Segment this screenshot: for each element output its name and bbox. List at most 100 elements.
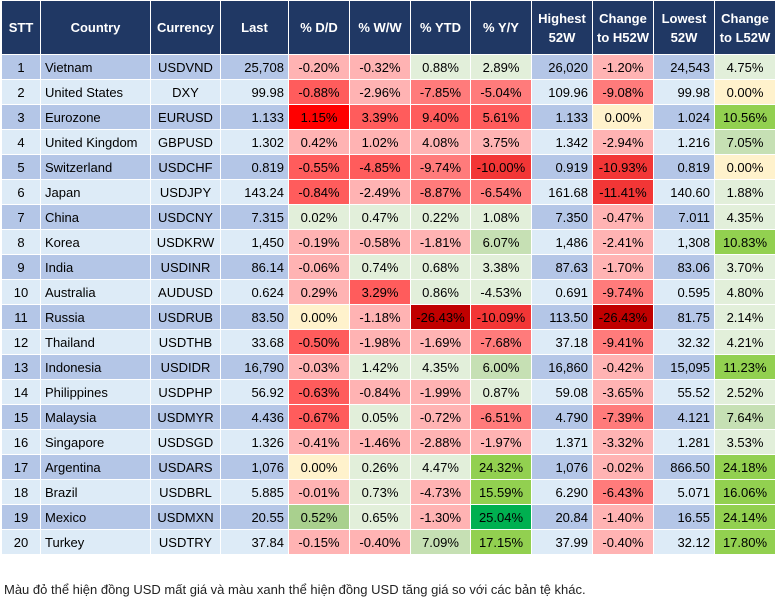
- cell-chl: 7.64%: [714, 404, 776, 430]
- cell-country: Indonesia: [40, 354, 151, 380]
- cell-chl: 4.80%: [714, 279, 776, 305]
- cell-low: 99.98: [653, 79, 715, 105]
- cell-stt: 2: [1, 79, 41, 105]
- table-row: 8 Korea USDKRW 1,450 -0.19% -0.58% -1.81% 6.07%…: [1, 229, 776, 255]
- cell-ww: -1.98%: [349, 329, 411, 355]
- header-row: STT Country Currency Last % D/D % W/W % …: [1, 0, 776, 55]
- cell-ytd: 4.35%: [410, 354, 471, 380]
- table-row: 19 Mexico USDMXN 20.55 0.52% 0.65% -1.30% 25.04…: [1, 504, 776, 530]
- cell-ww: 0.73%: [349, 479, 411, 505]
- cell-yy: 6.07%: [470, 229, 532, 255]
- header-low52w[interactable]: Lowest 52W: [653, 0, 715, 55]
- cell-country: India: [40, 254, 151, 280]
- cell-chl: 4.75%: [714, 54, 776, 80]
- header-last[interactable]: Last: [220, 0, 289, 55]
- table-row: 16 Singapore USDSGD 1.326 -0.41% -1.46% -2.88%…: [1, 429, 776, 455]
- header-dd[interactable]: % D/D: [288, 0, 350, 55]
- cell-currency: USDTRY: [150, 529, 221, 555]
- cell-chh: -9.74%: [592, 279, 654, 305]
- cell-high: 1,076: [531, 454, 593, 480]
- cell-country: Vietnam: [40, 54, 151, 80]
- cell-ww: 0.26%: [349, 454, 411, 480]
- header-ytd[interactable]: % YTD: [410, 0, 471, 55]
- cell-dd: -0.01%: [288, 479, 350, 505]
- cell-ww: -0.58%: [349, 229, 411, 255]
- header-change-l52w[interactable]: Change to L52W: [714, 0, 776, 55]
- cell-high: 0.691: [531, 279, 593, 305]
- cell-ww: 0.74%: [349, 254, 411, 280]
- cell-currency: USDCNY: [150, 204, 221, 230]
- cell-last: 1.133: [220, 104, 289, 130]
- header-yy[interactable]: % Y/Y: [470, 0, 532, 55]
- cell-country: Eurozone: [40, 104, 151, 130]
- cell-ww: -0.40%: [349, 529, 411, 555]
- cell-high: 59.08: [531, 379, 593, 405]
- header-country[interactable]: Country: [40, 0, 151, 55]
- cell-dd: -0.20%: [288, 54, 350, 80]
- cell-last: 143.24: [220, 179, 289, 205]
- cell-last: 83.50: [220, 304, 289, 330]
- cell-ww: 0.05%: [349, 404, 411, 430]
- header-high52w[interactable]: Highest 52W: [531, 0, 593, 55]
- footnote: Màu đỏ thể hiện đồng USD mất giá và màu …: [4, 582, 586, 597]
- table-body: 1 Vietnam USDVND 25,708 -0.20% -0.32% 0.88% 2.8…: [1, 54, 776, 555]
- cell-stt: 12: [1, 329, 41, 355]
- cell-currency: USDARS: [150, 454, 221, 480]
- cell-last: 7.315: [220, 204, 289, 230]
- cell-ww: 3.29%: [349, 279, 411, 305]
- table-row: 6 Japan USDJPY 143.24 -0.84% -2.49% -8.87% -6.5…: [1, 179, 776, 205]
- cell-ytd: 4.08%: [410, 129, 471, 155]
- cell-high: 37.18: [531, 329, 593, 355]
- cell-ww: -2.49%: [349, 179, 411, 205]
- table-row: 4 United Kingdom GBPUSD 1.302 0.42% 1.02% 4.08…: [1, 129, 776, 155]
- header-stt[interactable]: STT: [1, 0, 41, 55]
- cell-yy: -5.04%: [470, 79, 532, 105]
- cell-yy: 3.38%: [470, 254, 532, 280]
- cell-country: Philippines: [40, 379, 151, 405]
- cell-country: Argentina: [40, 454, 151, 480]
- cell-high: 6.290: [531, 479, 593, 505]
- cell-currency: AUDUSD: [150, 279, 221, 305]
- cell-currency: EURUSD: [150, 104, 221, 130]
- table-row: 11 Russia USDRUB 83.50 0.00% -1.18% -26.43% -10…: [1, 304, 776, 330]
- cell-currency: USDMXN: [150, 504, 221, 530]
- cell-chh: -3.65%: [592, 379, 654, 405]
- cell-ww: -1.18%: [349, 304, 411, 330]
- cell-high: 4.790: [531, 404, 593, 430]
- cell-low: 5.071: [653, 479, 715, 505]
- cell-ww: -0.84%: [349, 379, 411, 405]
- cell-low: 1.216: [653, 129, 715, 155]
- cell-low: 140.60: [653, 179, 715, 205]
- cell-dd: -0.15%: [288, 529, 350, 555]
- cell-yy: 25.04%: [470, 504, 532, 530]
- cell-yy: -10.09%: [470, 304, 532, 330]
- cell-high: 1.371: [531, 429, 593, 455]
- cell-country: United States: [40, 79, 151, 105]
- cell-dd: -0.88%: [288, 79, 350, 105]
- cell-chl: 10.56%: [714, 104, 776, 130]
- cell-ytd: -4.73%: [410, 479, 471, 505]
- cell-low: 866.50: [653, 454, 715, 480]
- cell-chh: -26.43%: [592, 304, 654, 330]
- cell-country: Korea: [40, 229, 151, 255]
- cell-country: China: [40, 204, 151, 230]
- cell-dd: -0.03%: [288, 354, 350, 380]
- cell-yy: 6.00%: [470, 354, 532, 380]
- header-currency[interactable]: Currency: [150, 0, 221, 55]
- cell-high: 161.68: [531, 179, 593, 205]
- cell-ww: 1.42%: [349, 354, 411, 380]
- cell-chh: -10.93%: [592, 154, 654, 180]
- cell-low: 81.75: [653, 304, 715, 330]
- currency-table: STT Country Currency Last % D/D % W/W % …: [1, 0, 776, 555]
- header-change-h52w[interactable]: Change to H52W: [592, 0, 654, 55]
- header-ww[interactable]: % W/W: [349, 0, 411, 55]
- cell-currency: USDIDR: [150, 354, 221, 380]
- cell-currency: USDRUB: [150, 304, 221, 330]
- cell-low: 1,308: [653, 229, 715, 255]
- cell-ytd: 0.68%: [410, 254, 471, 280]
- cell-country: Singapore: [40, 429, 151, 455]
- cell-stt: 10: [1, 279, 41, 305]
- cell-dd: 1.15%: [288, 104, 350, 130]
- cell-high: 1.133: [531, 104, 593, 130]
- cell-low: 1.281: [653, 429, 715, 455]
